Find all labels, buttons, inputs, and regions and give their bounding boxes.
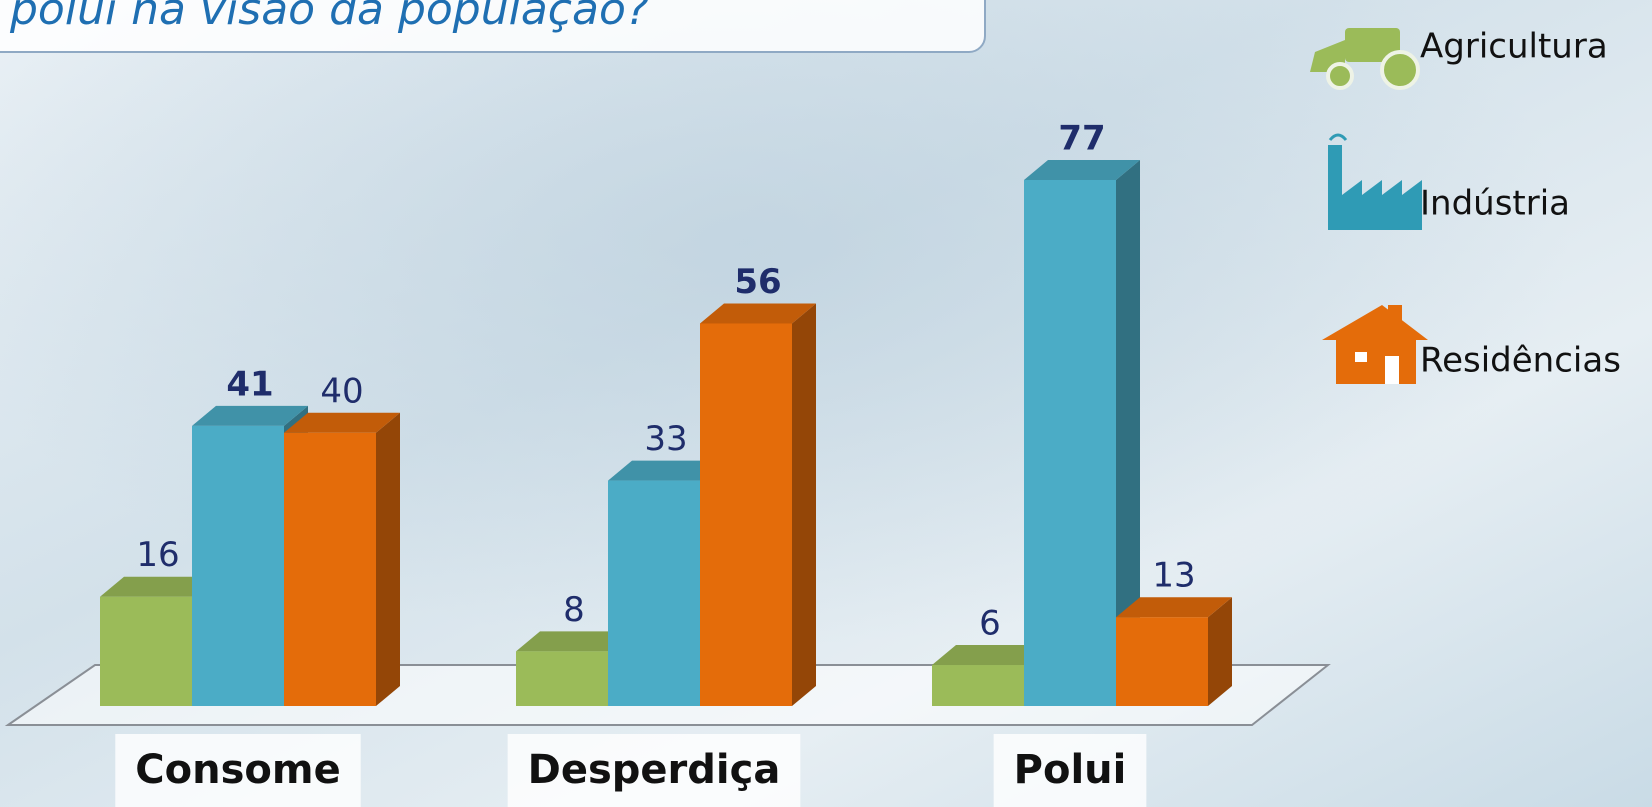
bar-front [100, 596, 192, 706]
bar-front [284, 432, 376, 706]
plot-area: 16 41 40 Consome 8 33 56 Desperdiça 6 77 13 Polui [100, 119, 1232, 807]
data-label: 40 [320, 371, 363, 411]
data-label: 33 [644, 419, 687, 459]
legend-icon-tractor [1310, 28, 1420, 90]
category-label-box [993, 734, 1147, 807]
bar [700, 303, 816, 706]
title-box: polui na visão da população? [0, 0, 986, 53]
data-label: 41 [226, 364, 273, 404]
category-label-box [115, 734, 361, 807]
legend-label: Indústria [1420, 184, 1570, 224]
bar-top [608, 460, 724, 481]
legend [1310, 28, 1428, 384]
bar-side [376, 412, 400, 706]
legend-icon-factory [1328, 133, 1422, 230]
bar-top [1116, 597, 1232, 618]
data-label: 13 [1152, 556, 1195, 596]
bar-top [284, 412, 400, 433]
data-label: 77 [1058, 119, 1105, 159]
bar-front [932, 665, 1024, 706]
bar-front [1116, 617, 1208, 706]
data-label: 8 [563, 590, 585, 630]
bar-side [1208, 597, 1232, 706]
category-label: Consome [135, 747, 340, 793]
bar-top [932, 645, 1048, 666]
category-label-box [507, 734, 801, 807]
legend-label: Agricultura [1420, 27, 1608, 67]
bar-front [608, 480, 700, 706]
legend-icon-house [1322, 305, 1428, 384]
category-label: Desperdiça [528, 747, 781, 793]
bar-top [192, 405, 308, 426]
chart-title: polui na visão da população? [9, 0, 649, 35]
legend-label: Residências [1420, 341, 1621, 381]
bar-top [100, 576, 216, 597]
bar-front [192, 425, 284, 706]
bar-front [1024, 180, 1116, 706]
bar-top [516, 631, 632, 652]
bar [1116, 597, 1232, 706]
bar-side [792, 303, 816, 706]
bar [1024, 160, 1140, 706]
bar-side [1116, 160, 1140, 706]
data-label: 16 [136, 535, 179, 575]
bar-top [700, 303, 816, 324]
bar-front [516, 651, 608, 706]
bar [284, 412, 400, 706]
bar-top [1024, 160, 1140, 180]
bar-front [700, 323, 792, 706]
data-label: 6 [979, 604, 1001, 644]
data-label: 56 [734, 262, 781, 302]
category-label: Polui [1014, 747, 1127, 793]
